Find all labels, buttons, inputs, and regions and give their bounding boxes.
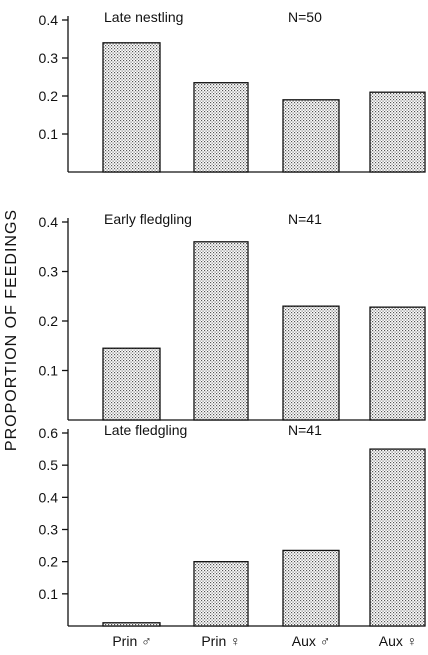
panel-title: Early fledgling [104, 211, 192, 227]
y-tick-label: 0.5 [39, 457, 59, 473]
bar-1 [102, 622, 161, 627]
category-label: Prin ♂ [112, 633, 151, 649]
y-tick-label: 0.3 [39, 264, 59, 280]
bar-1 [102, 347, 161, 421]
bar-4 [369, 448, 426, 627]
y-tick-label: 0.2 [39, 554, 59, 570]
panel-n-label: N=50 [288, 9, 322, 25]
panel-n-label: N=41 [288, 422, 322, 438]
chart-panel-1: 0.1 0.2 0.3 0.4 Late nestling N=50 [39, 9, 426, 173]
y-tick-label: 0.4 [39, 489, 59, 505]
y-axis-label: PROPORTION OF FEEDINGS [3, 209, 20, 451]
panel-n-label: N=41 [288, 211, 322, 227]
bar-3 [282, 549, 340, 627]
y-tick-label: 0.1 [39, 363, 59, 379]
category-label: Prin ♀ [201, 633, 240, 649]
y-tick-label: 0.6 [39, 425, 59, 441]
bar-4 [369, 306, 426, 421]
chart-panel-3: 0.1 0.2 0.3 0.4 0.5 0.6 Late fledgling N=41 Prin… [39, 422, 426, 649]
y-tick-label: 0.4 [39, 12, 59, 28]
y-tick-label: 0.2 [39, 88, 59, 104]
y-tick-label: 0.4 [39, 214, 59, 230]
panel-title: Late nestling [104, 9, 183, 25]
bar-4 [369, 91, 426, 173]
bar-1 [102, 42, 161, 173]
bar-3 [282, 305, 340, 421]
bar-2 [193, 241, 249, 421]
bar-2 [193, 82, 249, 173]
bar-2 [193, 561, 249, 627]
y-tick-label: 0.3 [39, 50, 59, 66]
y-tick-label: 0.1 [39, 126, 59, 142]
y-tick-label: 0.3 [39, 522, 59, 538]
category-label: Aux ♂ [292, 633, 331, 649]
category-label: Aux ♀ [379, 633, 418, 649]
panel-title: Late fledgling [104, 422, 187, 438]
bar-3 [282, 99, 340, 173]
y-tick-label: 0.1 [39, 586, 59, 602]
y-tick-label: 0.2 [39, 313, 59, 329]
chart-panel-2: 0.1 0.2 0.3 0.4 Early fledgling N=41 [39, 211, 426, 421]
